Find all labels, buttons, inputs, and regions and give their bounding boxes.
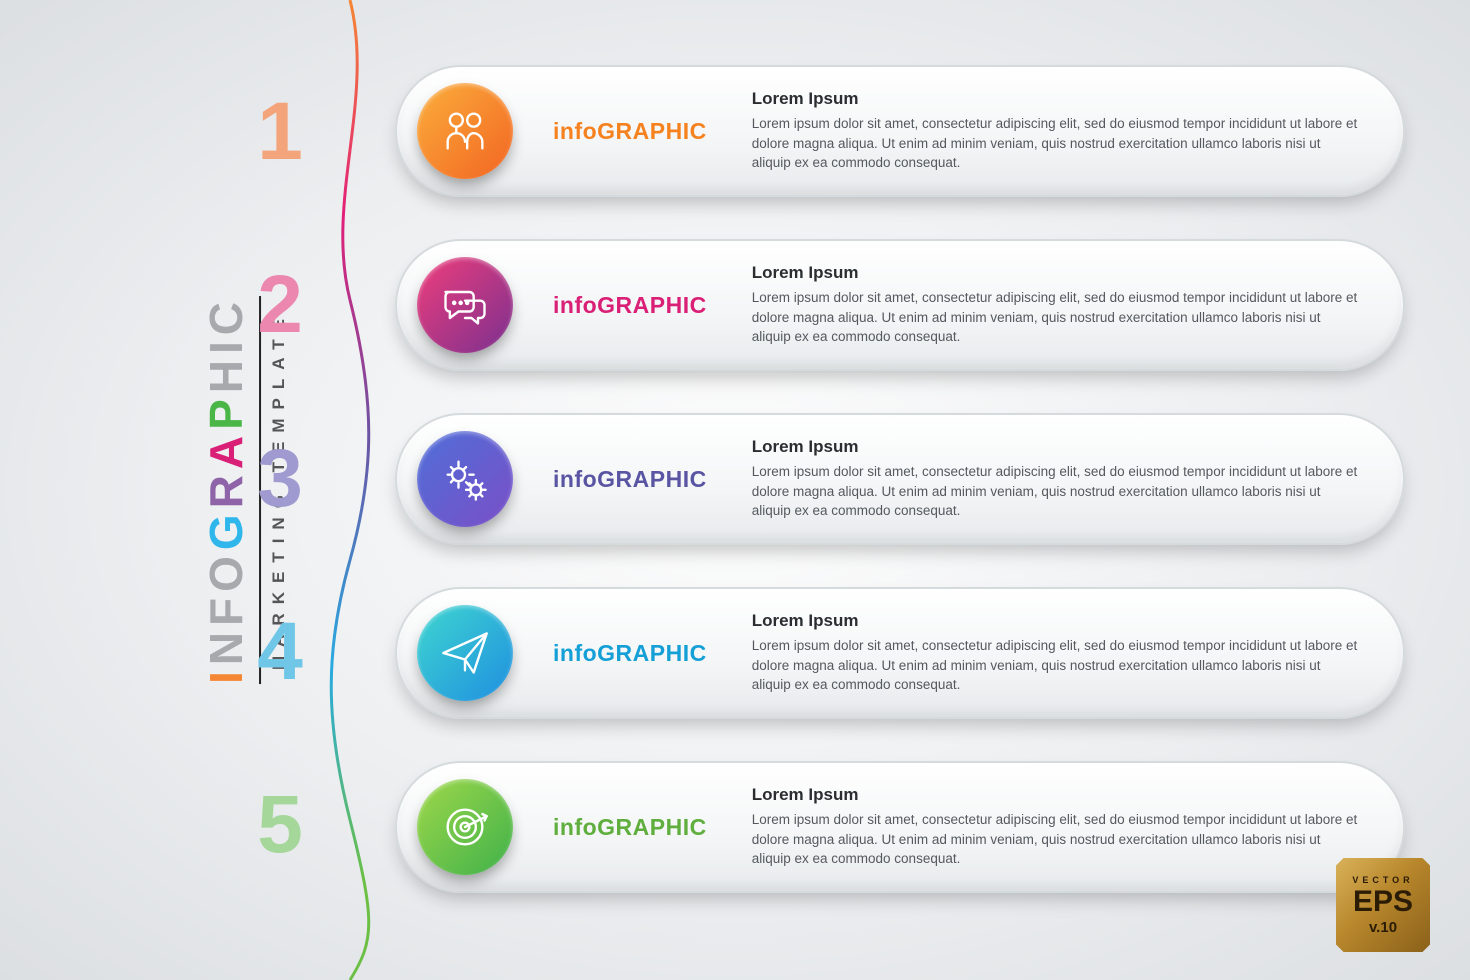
people-icon (417, 83, 513, 179)
step-text-2: Lorem Ipsum Lorem ipsum dolor sit amet, c… (752, 263, 1363, 347)
step-label-2: infoGRAPHIC (553, 292, 707, 319)
paper-plane-icon (417, 605, 513, 701)
step-text-3: Lorem Ipsum Lorem ipsum dolor sit amet, c… (752, 437, 1363, 521)
step-number-3: 3 (235, 432, 325, 526)
step-pill-5: infoGRAPHIC Lorem Ipsum Lorem ipsum dolor … (395, 761, 1405, 893)
step-body: Lorem ipsum dolor sit amet, consectetur … (752, 636, 1363, 695)
step-number-4: 4 (235, 605, 325, 699)
gears-icon (417, 431, 513, 527)
step-body: Lorem ipsum dolor sit amet, consectetur … (752, 810, 1363, 869)
eps-line1: VECTOR (1352, 875, 1413, 885)
step-number-5: 5 (235, 778, 325, 872)
step-text-5: Lorem Ipsum Lorem ipsum dolor sit amet, c… (752, 785, 1363, 869)
step-label-4: infoGRAPHIC (553, 640, 707, 667)
step-label-3: infoGRAPHIC (553, 466, 707, 493)
eps-badge: VECTOR EPS v.10 (1336, 858, 1430, 952)
step-body: Lorem ipsum dolor sit amet, consectetur … (752, 462, 1363, 521)
eps-line2: EPS (1353, 887, 1413, 917)
step-pill-4: infoGRAPHIC Lorem Ipsum Lorem ipsum dolor … (395, 587, 1405, 719)
step-label-5: infoGRAPHIC (553, 814, 707, 841)
step-heading: Lorem Ipsum (752, 437, 1363, 457)
step-body: Lorem ipsum dolor sit amet, consectetur … (752, 288, 1363, 347)
step-number-2: 2 (235, 258, 325, 352)
step-number-1: 1 (235, 85, 325, 179)
step-text-1: Lorem Ipsum Lorem ipsum dolor sit amet, c… (752, 89, 1363, 173)
step-heading: Lorem Ipsum (752, 785, 1363, 805)
step-pill-3: infoGRAPHIC Lorem Ipsum Lorem ipsum dolor … (395, 413, 1405, 545)
step-body: Lorem ipsum dolor sit amet, consectetur … (752, 114, 1363, 173)
step-heading: Lorem Ipsum (752, 263, 1363, 283)
step-heading: Lorem Ipsum (752, 89, 1363, 109)
step-pill-1: infoGRAPHIC Lorem Ipsum Lorem ipsum dolor … (395, 65, 1405, 197)
step-heading: Lorem Ipsum (752, 611, 1363, 631)
step-text-4: Lorem Ipsum Lorem ipsum dolor sit amet, c… (752, 611, 1363, 695)
wave-connector (320, 0, 380, 980)
step-pill-2: infoGRAPHIC Lorem Ipsum Lorem ipsum dolor … (395, 239, 1405, 371)
target-icon (417, 779, 513, 875)
steps-container: infoGRAPHIC Lorem Ipsum Lorem ipsum dolor … (395, 65, 1405, 893)
chat-icon (417, 257, 513, 353)
step-label-1: infoGRAPHIC (553, 118, 707, 145)
eps-line3: v.10 (1369, 919, 1397, 936)
